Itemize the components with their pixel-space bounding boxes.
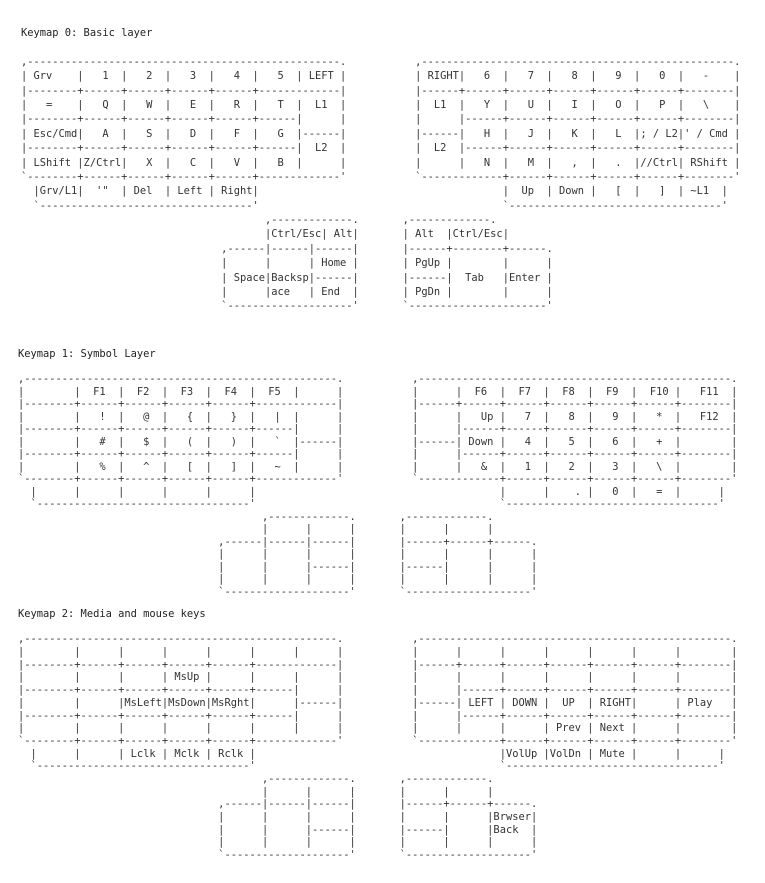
keymap-1-section: Keymap 1: Symbol Layer ,----------------… (18, 348, 737, 598)
keymap-line: |--------+------+------+------+------+--… (21, 84, 741, 97)
keymap-line: | | |------| |------| | | (18, 560, 538, 573)
keymap-line: | | | | | | | | . | 0 | = | | (18, 485, 725, 498)
keymap-line: | Space|Backsp|------| |------| Tab |Ent… (21, 271, 553, 284)
keymap-line: | | | Lclk | Mclk | Rclk | |VolUp |VolDn… (18, 747, 725, 760)
keymap-line: ,-------------. ,-------------. (21, 214, 497, 227)
keymap-line: |--------+------+------+------+------+--… (18, 658, 738, 671)
keymap-title: Keymap 2: Media and mouse keys (18, 608, 206, 620)
keymap-line: | | | | | | (18, 523, 494, 535)
keymap-line: ,-------------. ,-------------. (18, 510, 494, 523)
keymap-line: | | | | | | | | (18, 548, 538, 560)
keymap-line: |Ctrl/Esc| Alt| | Alt |Ctrl/Esc| (21, 228, 509, 241)
keymap-0-section: Keymap 0: Basic layer ,-----------------… (21, 26, 740, 314)
keymap-line: ,---------------------------------------… (21, 55, 741, 68)
keymap-line: | |ace | End | | PgDn | | | (21, 286, 553, 299)
keymap-line: ,---------------------------------------… (18, 373, 738, 385)
keymap-line: | | | | | | | | (18, 573, 538, 585)
keymap-line: | | | | | | (18, 785, 494, 798)
keymap-line: |--------+------+------+------+------+--… (18, 398, 738, 410)
keymap-line: | | % | ^ | [ | ] | ~ | | | | & | 1 | 2 … (18, 460, 738, 473)
keymap-line: | | # | $ | ( | ) | ` |------| |------| … (18, 435, 738, 448)
keymap-diagram: ,---------------------------------------… (18, 621, 737, 862)
keymap-line: | | F1 | F2 | F3 | F4 | F5 | | | | F6 | … (18, 385, 738, 398)
keymap-line: ,------|------|------| |------+------+--… (18, 535, 538, 548)
keymap-line (21, 40, 740, 54)
keymap-line: |--------+------+------+------+------+--… (18, 684, 738, 697)
keymap-2-section: Keymap 2: Media and mouse keys ,--------… (18, 608, 737, 862)
keymap-title: Keymap 1: Symbol Layer (18, 348, 156, 360)
keymap-line: `--------+------+------+------+------+--… (18, 734, 738, 747)
keymap-line: | = | Q | W | E | R | T | L1 | | L1 | Y … (21, 98, 741, 111)
keymap-line: | | | Home | | PgUp | | | (21, 257, 553, 270)
keymap-line: |--------+------+------+------+------+--… (18, 448, 738, 460)
keymap-line: | | | | | | | | | | | | Prev | Next | | … (18, 722, 738, 735)
keymap-diagram: ,---------------------------------------… (18, 361, 737, 599)
keymap-line: `----------------------------------' `--… (21, 199, 728, 212)
keymap-line: | | | | | | | | | | | | | | | | (18, 646, 738, 659)
keymap-line: |--------+------+------+------+------+--… (21, 142, 741, 155)
keymap-line: ,---------------------------------------… (18, 633, 738, 646)
keymap-line: |--------+------+------+------+------+--… (18, 709, 738, 722)
keymap-line: `--------+------+------+------+------+--… (18, 473, 738, 485)
keymap-line: `--------------------' `----------------… (18, 849, 538, 862)
keymap-line: | | | | | | | | (18, 836, 538, 849)
keymap-line: |--------+------+------+------+------+--… (21, 113, 741, 126)
keymap-line: | | |MsLeft|MsDown|MsRght| |------| |---… (18, 696, 738, 709)
keymap-line: `--------------------' `----------------… (21, 300, 553, 313)
keymap-diagram: ,---------------------------------------… (21, 40, 740, 313)
keymap-line: | LShift |Z/Ctrl| X | C | V | B | | | | … (21, 156, 741, 169)
keymap-line: | | | | | | |Brwser| (18, 811, 538, 823)
keymap-line: `--------------------' `----------------… (18, 585, 538, 598)
keymap-title: Keymap 0: Basic layer (21, 27, 153, 39)
keymap-line: ,------|------|------| |------+------+--… (18, 798, 538, 811)
keymap-line: | Esc/Cmd| A | S | D | F | G |------| |-… (21, 127, 741, 140)
keymap-line: `--------+------+------+------+------+--… (21, 170, 741, 183)
keymap-line: | | ! | @ | { | } | | | | | | Up | 7 | 8… (18, 410, 738, 423)
keymap-line (18, 621, 737, 634)
keymap-line: | | | | MsUp | | | | | | | | | | | | (18, 671, 738, 684)
keymap-line: ,------|------|------| |------+--------+… (21, 242, 553, 255)
keymap-line (18, 361, 737, 374)
keymap-line: ,-------------. ,-------------. (18, 772, 494, 785)
keymap-line: `----------------------------------' `--… (18, 498, 725, 510)
keymap-line: | Grv | 1 | 2 | 3 | 4 | 5 | LEFT | | RIG… (21, 70, 741, 83)
keymap-line: | | |------| |------| |Back | (18, 823, 538, 836)
keymap-line: |--------+------+------+------+------+--… (18, 423, 738, 435)
keymap-line: `----------------------------------' `--… (18, 760, 725, 773)
keymap-line: |Grv/L1| '" | Del | Left | Right| | Up |… (21, 185, 728, 198)
